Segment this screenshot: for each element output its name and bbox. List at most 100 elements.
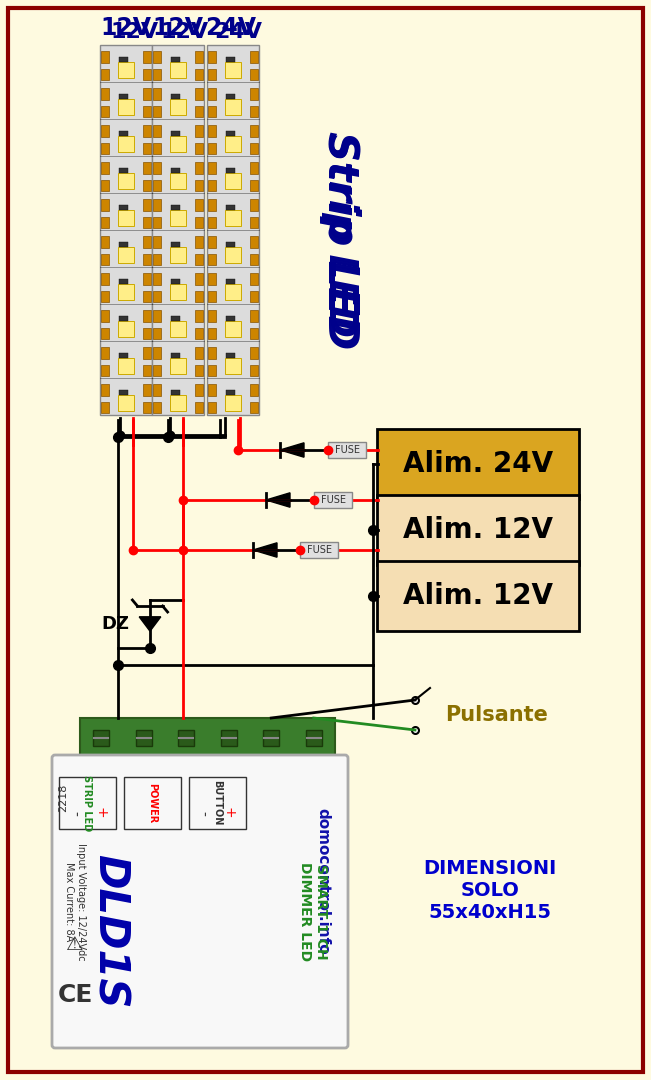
Bar	[170, 284, 186, 300]
FancyBboxPatch shape	[328, 442, 366, 458]
Bar	[101, 402, 109, 413]
Text: DLD1S: DLD1S	[89, 854, 131, 1009]
Bar	[195, 384, 203, 395]
Bar	[195, 125, 203, 136]
Text: Input Voltage: 12/24Vdc
Max Current: 8A: Input Voltage: 12/24Vdc Max Current: 8A	[64, 842, 86, 960]
Bar	[195, 328, 203, 339]
FancyBboxPatch shape	[377, 561, 579, 631]
Bar	[171, 56, 180, 62]
Bar	[153, 348, 161, 359]
Bar	[208, 365, 216, 376]
Text: 24V: 24V	[214, 22, 262, 42]
Bar	[119, 279, 128, 284]
Bar	[208, 162, 216, 174]
Bar	[250, 125, 258, 136]
Text: 12V: 12V	[100, 16, 152, 40]
Bar	[250, 310, 258, 322]
Bar	[208, 237, 216, 247]
Bar	[119, 353, 128, 357]
Text: BUTTON: BUTTON	[212, 781, 222, 826]
Bar	[221, 730, 237, 746]
Text: Alim. 24V: Alim. 24V	[403, 450, 553, 478]
Bar	[118, 321, 134, 337]
Bar	[195, 237, 203, 247]
Bar	[195, 365, 203, 376]
Bar	[118, 394, 134, 411]
Bar	[153, 237, 161, 247]
Bar	[208, 273, 216, 284]
Bar	[208, 291, 216, 302]
Bar	[263, 730, 279, 746]
FancyBboxPatch shape	[52, 755, 348, 1048]
Bar	[143, 162, 151, 174]
Bar	[208, 310, 216, 322]
Bar	[143, 273, 151, 284]
Bar	[250, 69, 258, 80]
Bar	[250, 106, 258, 117]
FancyBboxPatch shape	[124, 777, 181, 829]
Bar	[101, 348, 109, 359]
Text: -: -	[196, 811, 210, 815]
Bar	[101, 143, 109, 154]
Bar	[101, 310, 109, 322]
Bar	[227, 353, 234, 357]
Bar	[93, 730, 109, 746]
Bar	[250, 52, 258, 63]
FancyBboxPatch shape	[377, 429, 579, 499]
Bar	[250, 162, 258, 174]
Bar	[306, 730, 322, 746]
Bar	[250, 143, 258, 154]
Bar	[101, 52, 109, 63]
Bar	[153, 162, 161, 174]
Bar	[225, 394, 242, 411]
Bar	[153, 310, 161, 322]
Text: Strip LED: Strip LED	[319, 131, 361, 349]
Bar	[250, 348, 258, 359]
Bar	[143, 125, 151, 136]
Bar	[208, 125, 216, 136]
Bar	[143, 291, 151, 302]
Bar	[178, 730, 194, 746]
Bar	[143, 310, 151, 322]
Bar	[208, 254, 216, 265]
Bar	[227, 94, 234, 98]
Bar	[153, 254, 161, 265]
Bar	[101, 180, 109, 191]
Bar	[170, 246, 186, 264]
Bar	[225, 357, 242, 375]
Text: +: +	[93, 807, 107, 819]
Bar	[143, 200, 151, 211]
Text: SMART 1 CH
DIMMER LED: SMART 1 CH DIMMER LED	[298, 862, 328, 961]
Bar	[143, 89, 151, 99]
Bar	[153, 52, 161, 63]
Polygon shape	[266, 492, 290, 508]
Bar	[195, 402, 203, 413]
Bar	[153, 106, 161, 117]
Bar	[171, 315, 180, 321]
Bar	[171, 242, 180, 246]
Bar	[119, 167, 128, 173]
Bar	[250, 402, 258, 413]
Bar	[250, 254, 258, 265]
Bar	[250, 237, 258, 247]
Text: CE: CE	[57, 983, 92, 1007]
Bar	[101, 328, 109, 339]
Polygon shape	[139, 617, 161, 631]
Bar	[227, 390, 234, 394]
Bar	[208, 328, 216, 339]
Text: FUSE: FUSE	[307, 545, 331, 555]
Bar	[208, 348, 216, 359]
Bar	[208, 106, 216, 117]
Bar	[153, 143, 161, 154]
Bar	[195, 180, 203, 191]
Bar	[195, 254, 203, 265]
FancyBboxPatch shape	[300, 542, 338, 558]
Bar	[101, 106, 109, 117]
Bar	[250, 200, 258, 211]
Text: POWER: POWER	[147, 783, 157, 823]
Bar	[195, 348, 203, 359]
Polygon shape	[280, 443, 304, 457]
Text: 2218: 2218	[58, 784, 68, 812]
Text: domocontrol.info: domocontrol.info	[315, 808, 330, 955]
Bar	[208, 217, 216, 228]
